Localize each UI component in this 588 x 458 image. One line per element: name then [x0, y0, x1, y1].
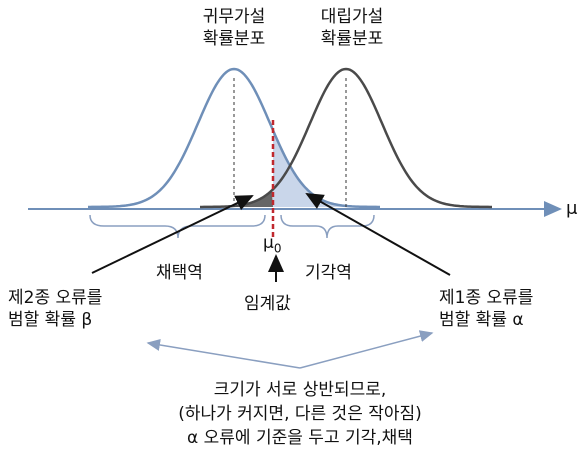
type2-error-arrow	[91, 195, 254, 274]
type1-error-line1: 제1종 오류를	[439, 288, 534, 308]
null-distribution-curve	[88, 67, 380, 209]
alt-hypothesis-line1: 대립가설	[320, 7, 384, 27]
note-line1: 크기가 서로 상반되므로,	[213, 380, 387, 400]
rejection-region-label: 기각역	[305, 263, 352, 283]
axis-label: μ	[566, 198, 578, 219]
tradeoff-note: 크기가 서로 상반되므로, (하나가 커지면, 다른 것은 작아짐) α 오류에…	[140, 378, 460, 450]
acceptance-region-label: 채택역	[156, 263, 203, 283]
type2-error-line2: 범할 확률 β	[8, 310, 93, 330]
type1-error-arrow	[305, 193, 451, 276]
note-line3: α 오류에 기준을 두고 기각,채택	[187, 428, 413, 448]
null-hypothesis-label: 귀무가설 확률분포	[180, 6, 288, 50]
type1-error-label: 제1종 오류를 범할 확률 α	[439, 287, 533, 331]
tradeoff-arrow-left	[146, 339, 301, 369]
tradeoff-arrow-right	[299, 330, 434, 369]
alt-hypothesis-label: 대립가설 확률분포	[298, 6, 406, 50]
type2-error-line1: 제2종 오류를	[8, 288, 103, 308]
rejection-bracket	[280, 214, 375, 239]
mu0-label: μ0	[263, 232, 281, 259]
alpha-region	[273, 130, 380, 207]
acceptance-bracket	[89, 214, 266, 239]
critical-value-label: 임계값	[244, 294, 291, 314]
mu0-subscript: 0	[273, 241, 282, 256]
mu0-symbol: μ	[263, 233, 274, 253]
alt-hypothesis-line2: 확률분포	[320, 29, 384, 49]
null-hypothesis-line1: 귀무가설	[202, 7, 266, 27]
type1-error-line2: 범할 확률 α	[439, 310, 524, 330]
type2-error-label: 제2종 오류를 범할 확률 β	[8, 287, 102, 331]
note-line2: (하나가 커지면, 다른 것은 작아짐)	[178, 404, 422, 424]
beta-region	[200, 190, 273, 207]
null-hypothesis-line2: 확률분포	[202, 29, 266, 49]
